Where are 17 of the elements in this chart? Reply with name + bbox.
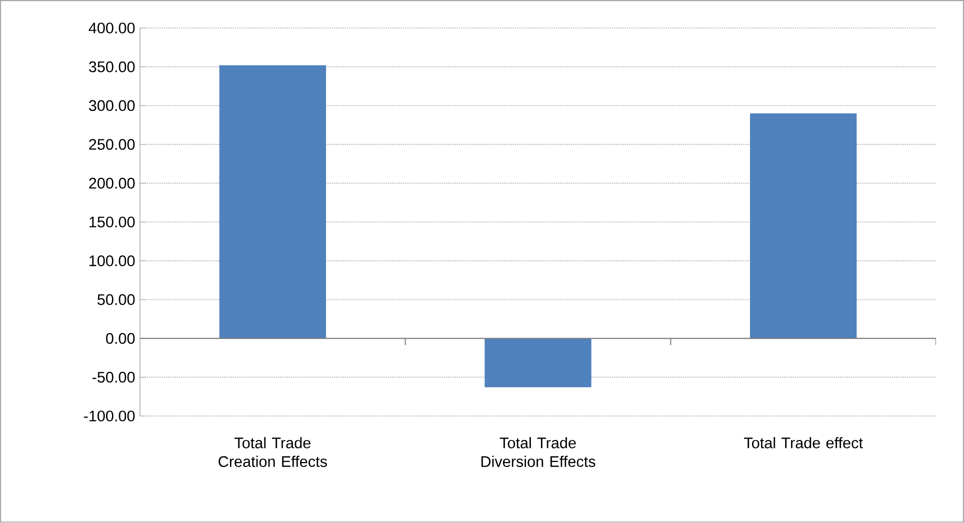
y-tick-label: 0.00: [106, 333, 135, 344]
x-tick-label: Total Trade effect: [744, 437, 863, 448]
y-tick-label: -100.00: [84, 410, 135, 422]
y-tick-label: 150.00: [90, 216, 135, 228]
y-tick-label: 250.00: [89, 139, 135, 150]
bar: [750, 114, 857, 339]
y-tick-label: 300.00: [88, 100, 135, 112]
x-tick-label: Total Trade Diversion Effects: [481, 437, 596, 468]
y-tick-label: 350.00: [88, 62, 135, 72]
y-tick-label: 50.00: [98, 294, 135, 306]
y-tick-label: -50.00: [92, 372, 135, 383]
x-tick-label: Total Trade Creation Effects: [218, 437, 327, 468]
y-tick-label: 400.00: [88, 22, 135, 34]
y-tick-label: 200.00: [89, 178, 135, 189]
bar: [484, 338, 592, 388]
y-tick-label: 100.00: [90, 256, 135, 266]
bar: [219, 65, 326, 339]
